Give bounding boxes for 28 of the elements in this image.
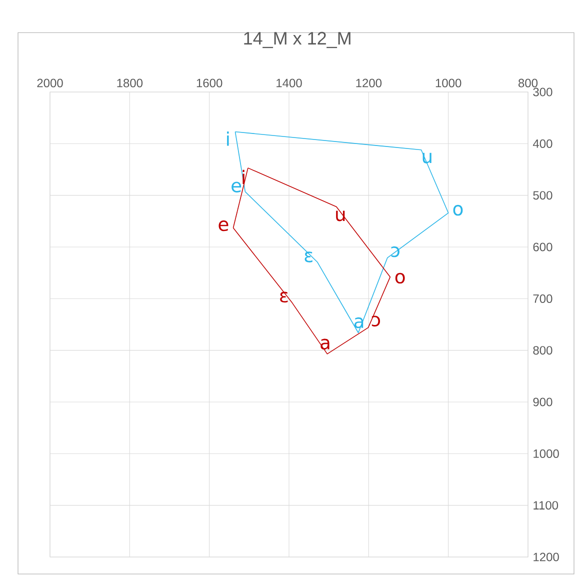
- data-label: e: [232, 182, 242, 192]
- y-tick-label: 400: [532, 139, 552, 148]
- chart-title: 14_M x 12_M: [244, 32, 350, 48]
- data-label: i: [242, 170, 244, 184]
- x-tick-label: 1600: [196, 78, 222, 88]
- data-label: ɛ: [304, 252, 312, 262]
- data-label: ɔ: [372, 316, 380, 326]
- y-tick-label: 1200: [534, 552, 559, 562]
- y-tick-label: 1000: [534, 449, 559, 458]
- x-tick-label: 1800: [117, 78, 143, 88]
- y-tick-label: 700: [533, 294, 552, 303]
- y-tick-label: 600: [533, 242, 552, 252]
- x-tick-label: 2000: [37, 78, 63, 88]
- x-tick-label: 1000: [436, 78, 462, 88]
- y-tick-label: 300: [533, 88, 552, 96]
- x-tick-label: 800: [518, 78, 538, 88]
- data-label: o: [395, 272, 405, 284]
- y-tick-label: 500: [533, 191, 552, 200]
- y-tick-label: 900: [533, 398, 552, 406]
- data-label: a: [320, 338, 330, 350]
- data-label: ɛ: [280, 292, 288, 303]
- x-tick-label: 1400: [276, 78, 302, 88]
- data-label: e: [218, 220, 228, 232]
- y-tick-label: 1100: [534, 501, 558, 510]
- data-label: i: [227, 132, 229, 146]
- x-tick-label: 1200: [356, 78, 382, 88]
- y-tick-label: 800: [533, 346, 552, 355]
- data-label: o: [453, 204, 463, 216]
